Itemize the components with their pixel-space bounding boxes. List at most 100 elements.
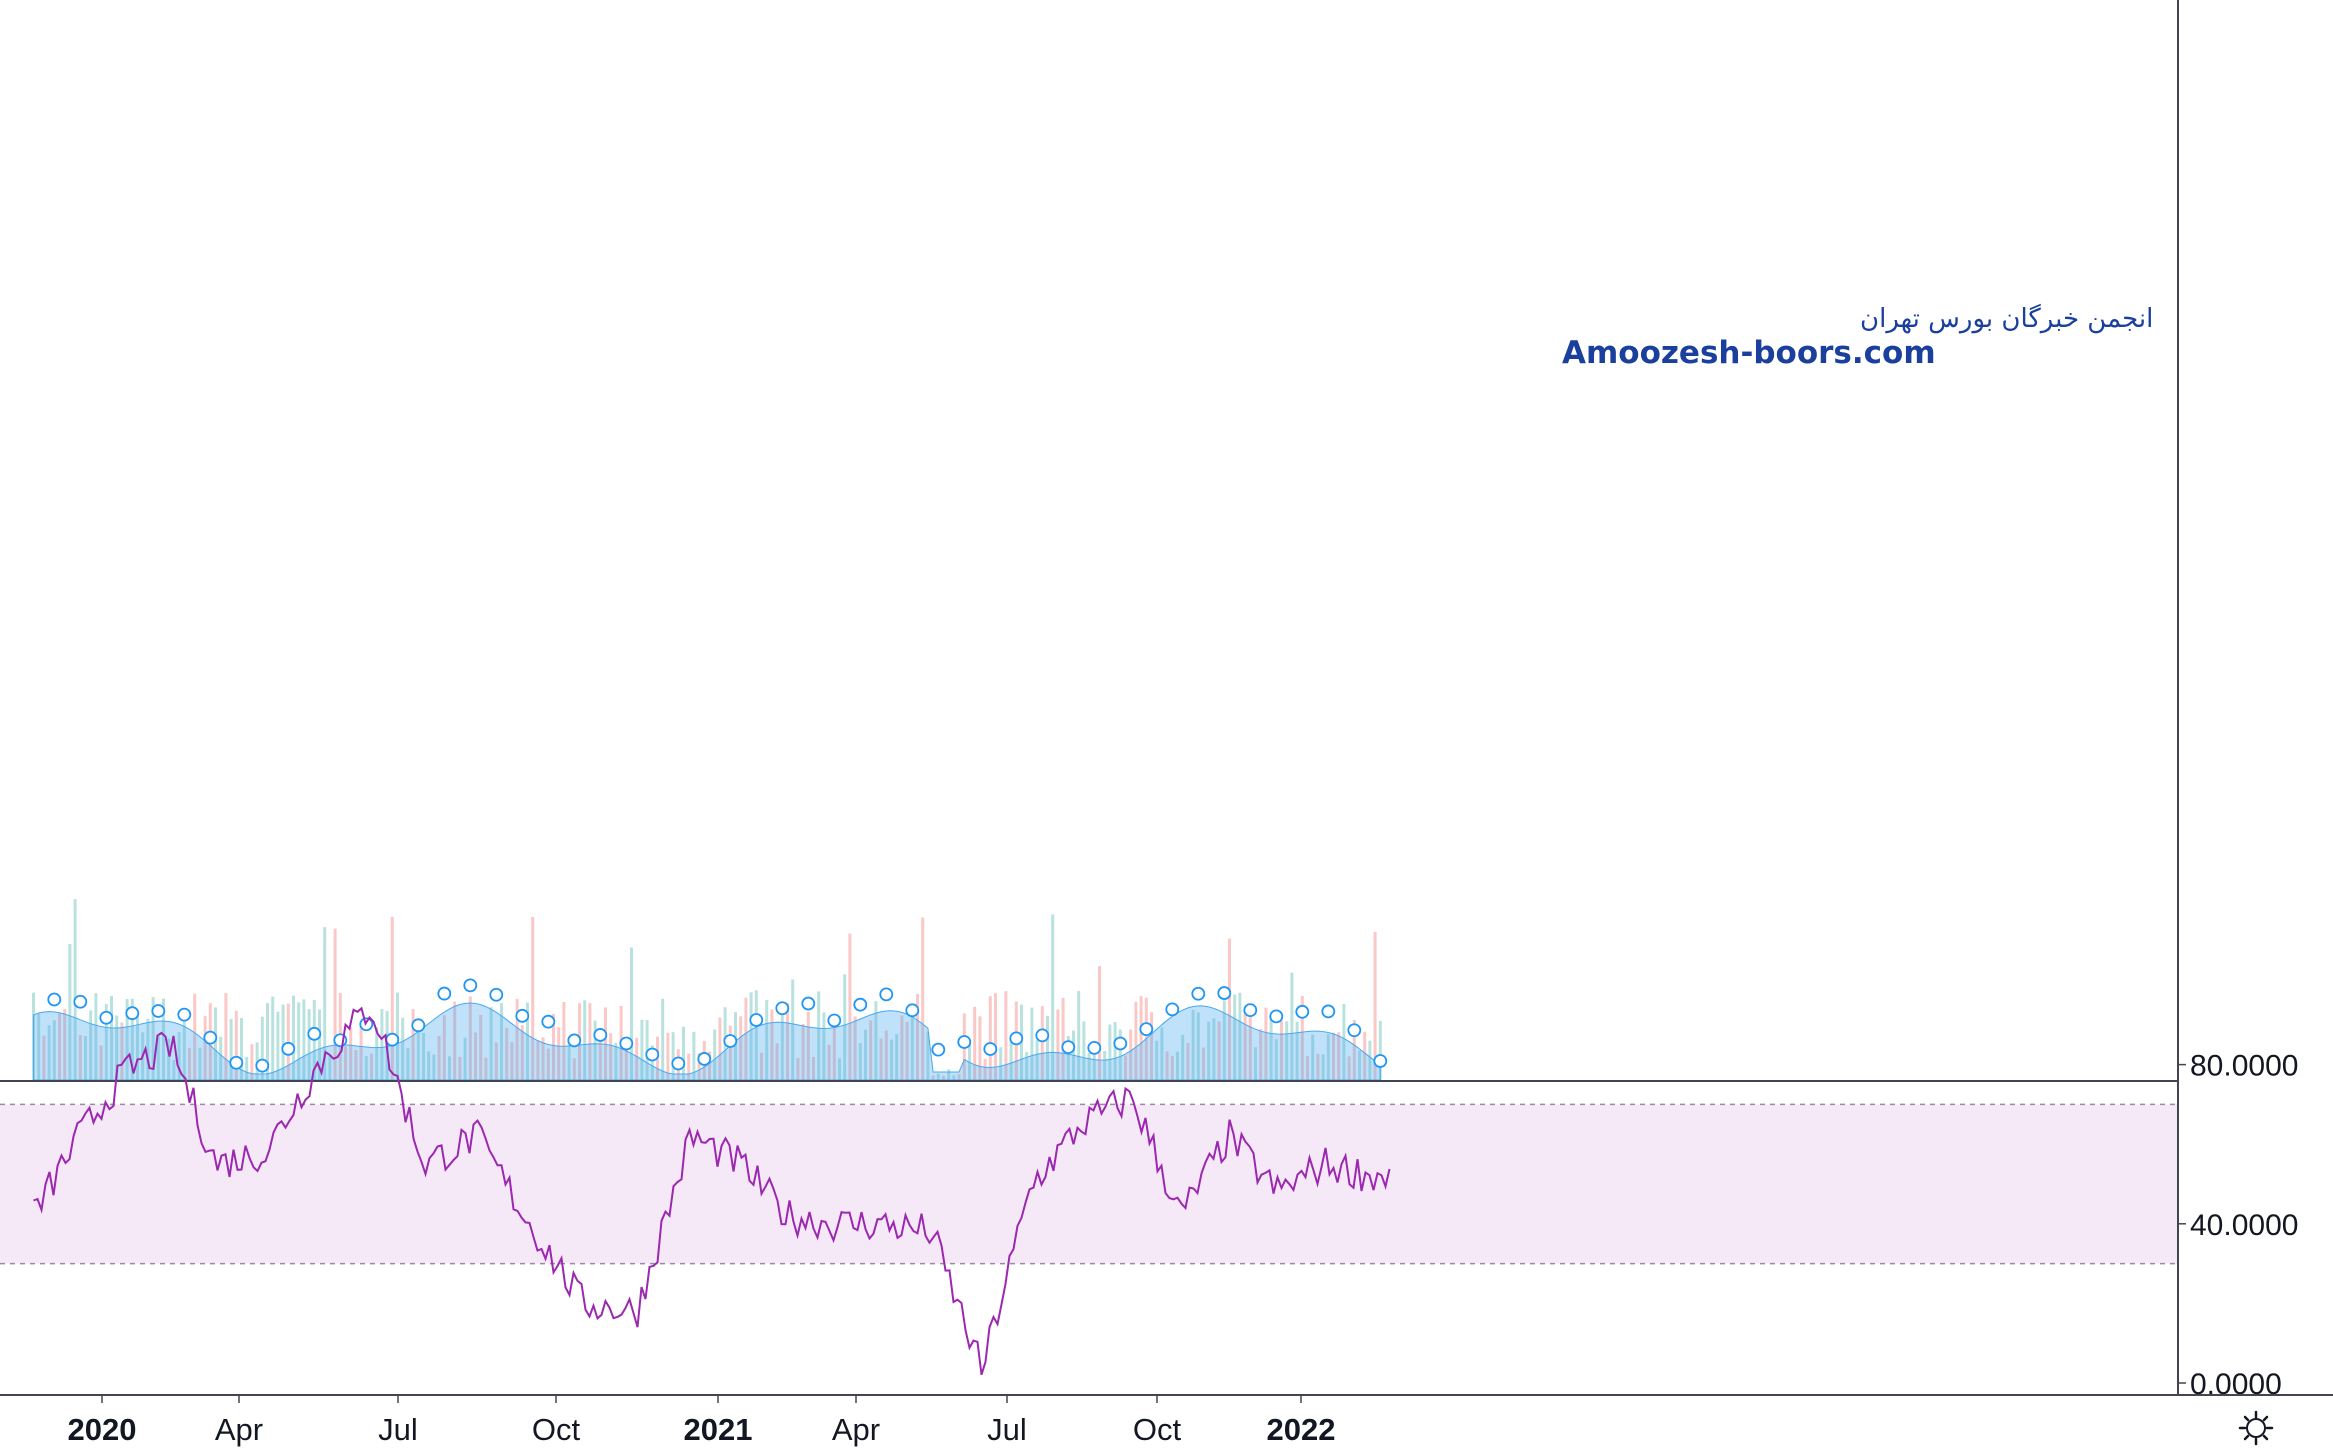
volume-bar <box>609 1033 613 1080</box>
volume-bar <box>1238 992 1242 1080</box>
volume-bar <box>734 1012 737 1080</box>
watermark-site: Amoozesh-boors.com <box>1562 335 1936 371</box>
volume-bar <box>661 998 665 1080</box>
rsi-pane[interactable] <box>0 1006 2178 1375</box>
volume-bar <box>156 1036 160 1080</box>
volume-bar <box>1170 1055 1174 1080</box>
volume-bar <box>1025 1051 1029 1080</box>
watermark: انجمن خبرگان بورس تهران Amoozesh-boors.c… <box>1562 303 2153 371</box>
volume-bar <box>333 928 337 1080</box>
time-tick-label: Jul <box>378 1412 418 1447</box>
volume-bar <box>1150 1012 1153 1080</box>
volume-bar <box>832 1020 836 1080</box>
volume-bar <box>484 1057 488 1080</box>
volume-markers <box>47 978 1388 1073</box>
volume-marker <box>1373 1054 1388 1068</box>
volume-bar <box>416 1029 420 1080</box>
volume-bar <box>104 1004 108 1080</box>
volume-bar <box>364 1056 368 1080</box>
volume-bar <box>541 1037 545 1080</box>
volume-bar <box>536 1040 540 1080</box>
volume-bar <box>770 1009 774 1080</box>
watermark-persian: انجمن خبرگان بورس تهران <box>1860 303 2153 334</box>
time-axis[interactable]: 2020 Apr Jul Oct 2021 Apr Jul Oct 2022 <box>0 1394 2333 1447</box>
volume-bar <box>1040 1006 1044 1080</box>
volume-bar <box>37 1013 41 1080</box>
volume-bar <box>562 1001 566 1080</box>
volume-marker <box>931 1042 946 1057</box>
volume-bar <box>177 1032 181 1080</box>
volume-bar <box>988 996 992 1080</box>
volume-bar <box>583 1000 587 1080</box>
volume-bar <box>182 1011 186 1080</box>
volume-marker <box>255 1058 270 1073</box>
volume-marker <box>697 1052 712 1066</box>
volume-marker <box>385 1032 400 1047</box>
volume-bar <box>890 1039 893 1080</box>
volume-bar <box>1243 1010 1247 1080</box>
volume-bar <box>1155 1040 1159 1080</box>
volume-bar <box>942 1075 945 1080</box>
volume-bar <box>1009 1040 1013 1080</box>
volume-bar <box>900 1015 904 1080</box>
volume-marker <box>593 1028 608 1042</box>
volume-marker <box>1139 1022 1154 1037</box>
volume-bar <box>843 974 847 1080</box>
volume-bar <box>1285 1021 1289 1080</box>
volume-bar <box>1217 1021 1221 1080</box>
volume-bar <box>1046 1015 1049 1080</box>
volume-bar <box>630 947 633 1080</box>
volume-bar <box>739 1016 743 1080</box>
volume-marker <box>359 1017 374 1032</box>
volume-marker <box>437 986 452 1001</box>
volume-bar <box>307 1009 311 1080</box>
volume-bar <box>1290 972 1294 1080</box>
volume-bar <box>427 1051 431 1080</box>
time-tick-label: 2022 <box>1267 1412 1336 1447</box>
volume-marker <box>125 1006 140 1021</box>
rsi-tick-label: 40.0000 <box>2190 1209 2298 1242</box>
volume-bar <box>286 1003 290 1080</box>
volume-bar <box>760 1052 763 1080</box>
volume-marker <box>671 1056 686 1071</box>
volume-bar <box>1134 1001 1138 1080</box>
price-pane[interactable]: انجمن خبرگان بورس تهران Amoozesh-boors.c… <box>0 0 2178 1081</box>
volume-bar <box>448 1056 451 1080</box>
gear-icon[interactable] <box>2238 1410 2274 1446</box>
price-axis[interactable]: 5500430035502950235019501250100080066055… <box>2177 0 2257 1395</box>
volume-bar <box>474 1032 477 1080</box>
volume-bar <box>1181 1034 1185 1080</box>
volume-bar <box>1030 1007 1034 1080</box>
volume-bar <box>458 1056 462 1080</box>
volume-bar <box>728 1025 732 1080</box>
volume-bar <box>193 993 197 1080</box>
volume-bar <box>130 998 134 1080</box>
volume-bar <box>775 1043 779 1080</box>
volume-bar <box>791 979 795 1080</box>
volume-bar <box>812 1056 815 1080</box>
volume-marker <box>1295 1004 1310 1019</box>
volume-marker <box>1217 986 1232 1000</box>
volume-marker <box>1165 1002 1180 1017</box>
volume-marker <box>99 1010 114 1025</box>
volume-bar <box>1077 991 1081 1080</box>
volume-bar <box>151 997 155 1080</box>
volume-bar <box>864 1029 867 1080</box>
volume-bar <box>1373 931 1377 1080</box>
volume-bar <box>1098 966 1101 1080</box>
volume-bar <box>422 1032 425 1080</box>
volume-bar <box>640 1019 644 1080</box>
volume-bar <box>1378 1020 1382 1080</box>
volume-bar <box>666 1032 670 1080</box>
volume-bar <box>879 1038 883 1080</box>
volume-marker <box>541 1014 556 1029</box>
volume-marker <box>749 1013 764 1027</box>
rsi-axis[interactable]: 80.0000 40.0000 0.0000 <box>2178 1050 2298 1401</box>
volume-bar <box>411 1009 415 1080</box>
volume-bar <box>1066 1035 1070 1080</box>
volume-bar <box>380 1009 384 1080</box>
volume-bar <box>292 995 295 1080</box>
volume-marker <box>1035 1028 1050 1043</box>
volume-bar <box>1113 1022 1117 1080</box>
